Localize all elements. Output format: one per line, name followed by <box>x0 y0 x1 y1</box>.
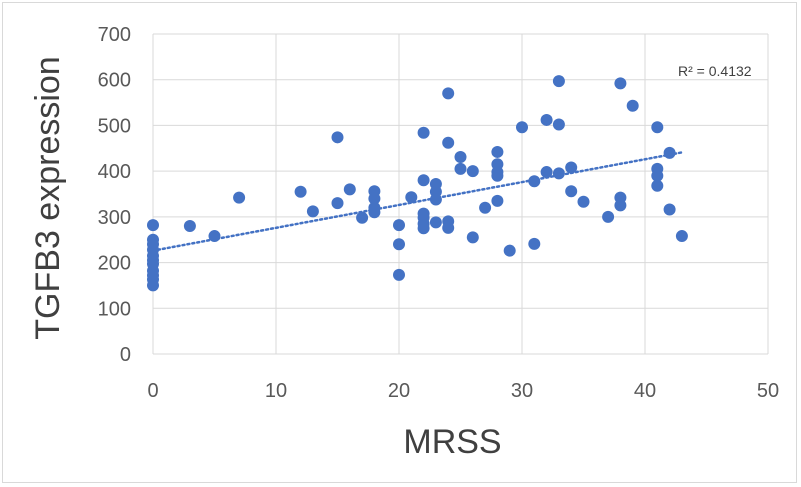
y-tick-label: 0 <box>120 344 131 366</box>
r-squared-annotation: R² = 0.4132 <box>678 63 752 79</box>
data-point <box>565 161 578 174</box>
y-tick-label: 300 <box>98 207 131 229</box>
data-point <box>417 174 430 187</box>
data-point <box>368 192 381 205</box>
data-point <box>306 205 319 218</box>
data-point <box>405 191 418 204</box>
data-point <box>651 179 664 192</box>
data-point <box>429 193 442 206</box>
data-point <box>393 268 405 281</box>
data-point <box>368 206 381 219</box>
x-axis-title: MRSS <box>403 423 501 461</box>
data-point <box>491 194 504 207</box>
data-point <box>540 166 553 179</box>
data-point <box>552 167 565 180</box>
data-point <box>577 195 590 208</box>
y-tick-label: 200 <box>98 253 131 275</box>
data-point <box>602 210 615 223</box>
data-point <box>675 230 688 243</box>
data-point <box>466 231 479 244</box>
data-point <box>183 220 196 232</box>
data-point <box>479 201 492 214</box>
data-point <box>528 175 541 188</box>
data-point <box>503 244 516 257</box>
data-point <box>233 191 246 204</box>
data-point <box>356 211 369 224</box>
x-tick-label: 30 <box>511 380 533 402</box>
data-point <box>417 126 430 139</box>
data-point <box>393 238 405 251</box>
y-tick-label: 400 <box>98 161 131 183</box>
y-tick-label: 100 <box>98 298 131 320</box>
y-tick-label: 500 <box>98 115 131 137</box>
y-axis-title: TGFB3 expression <box>29 56 67 339</box>
trendline <box>151 151 684 252</box>
data-point <box>614 199 627 212</box>
data-point <box>331 197 344 210</box>
data-points <box>147 75 688 292</box>
data-point <box>540 113 553 126</box>
data-point <box>626 99 639 112</box>
y-tick-label: 700 <box>98 24 131 46</box>
data-point <box>491 145 504 158</box>
x-tick-label: 50 <box>757 380 779 402</box>
data-point <box>393 219 405 232</box>
data-point <box>491 169 504 182</box>
data-point <box>466 165 479 178</box>
x-tick-label: 10 <box>265 380 287 402</box>
data-point <box>651 169 664 182</box>
data-point <box>294 185 307 198</box>
data-point <box>528 237 541 250</box>
data-point <box>454 150 467 163</box>
y-tick-labels: 0 100 200 300 400 500 600 700 <box>98 24 131 366</box>
data-point <box>429 216 442 229</box>
data-point <box>651 121 664 134</box>
data-point <box>663 203 676 216</box>
x-tick-label: 0 <box>147 380 158 402</box>
data-point <box>454 162 467 175</box>
data-point <box>208 230 221 243</box>
data-point <box>343 183 356 196</box>
scatter-chart: 0 100 200 300 400 500 600 700 0 10 20 30 40 50 R² = … <box>29 24 779 461</box>
x-tick-label: 20 <box>388 380 410 402</box>
data-point <box>516 121 528 134</box>
data-point <box>565 185 578 198</box>
data-point <box>147 279 159 292</box>
data-point <box>417 222 430 235</box>
data-point <box>614 77 627 90</box>
data-point <box>442 87 455 100</box>
data-point <box>552 118 565 131</box>
data-point <box>147 219 159 232</box>
data-point <box>663 146 676 159</box>
x-tick-label: 40 <box>634 380 656 402</box>
data-point <box>442 136 455 149</box>
x-tick-labels: 0 10 20 30 40 50 <box>147 380 779 402</box>
data-point <box>442 221 455 234</box>
y-tick-label: 600 <box>98 70 131 92</box>
data-point <box>552 75 565 88</box>
data-point <box>331 131 344 144</box>
